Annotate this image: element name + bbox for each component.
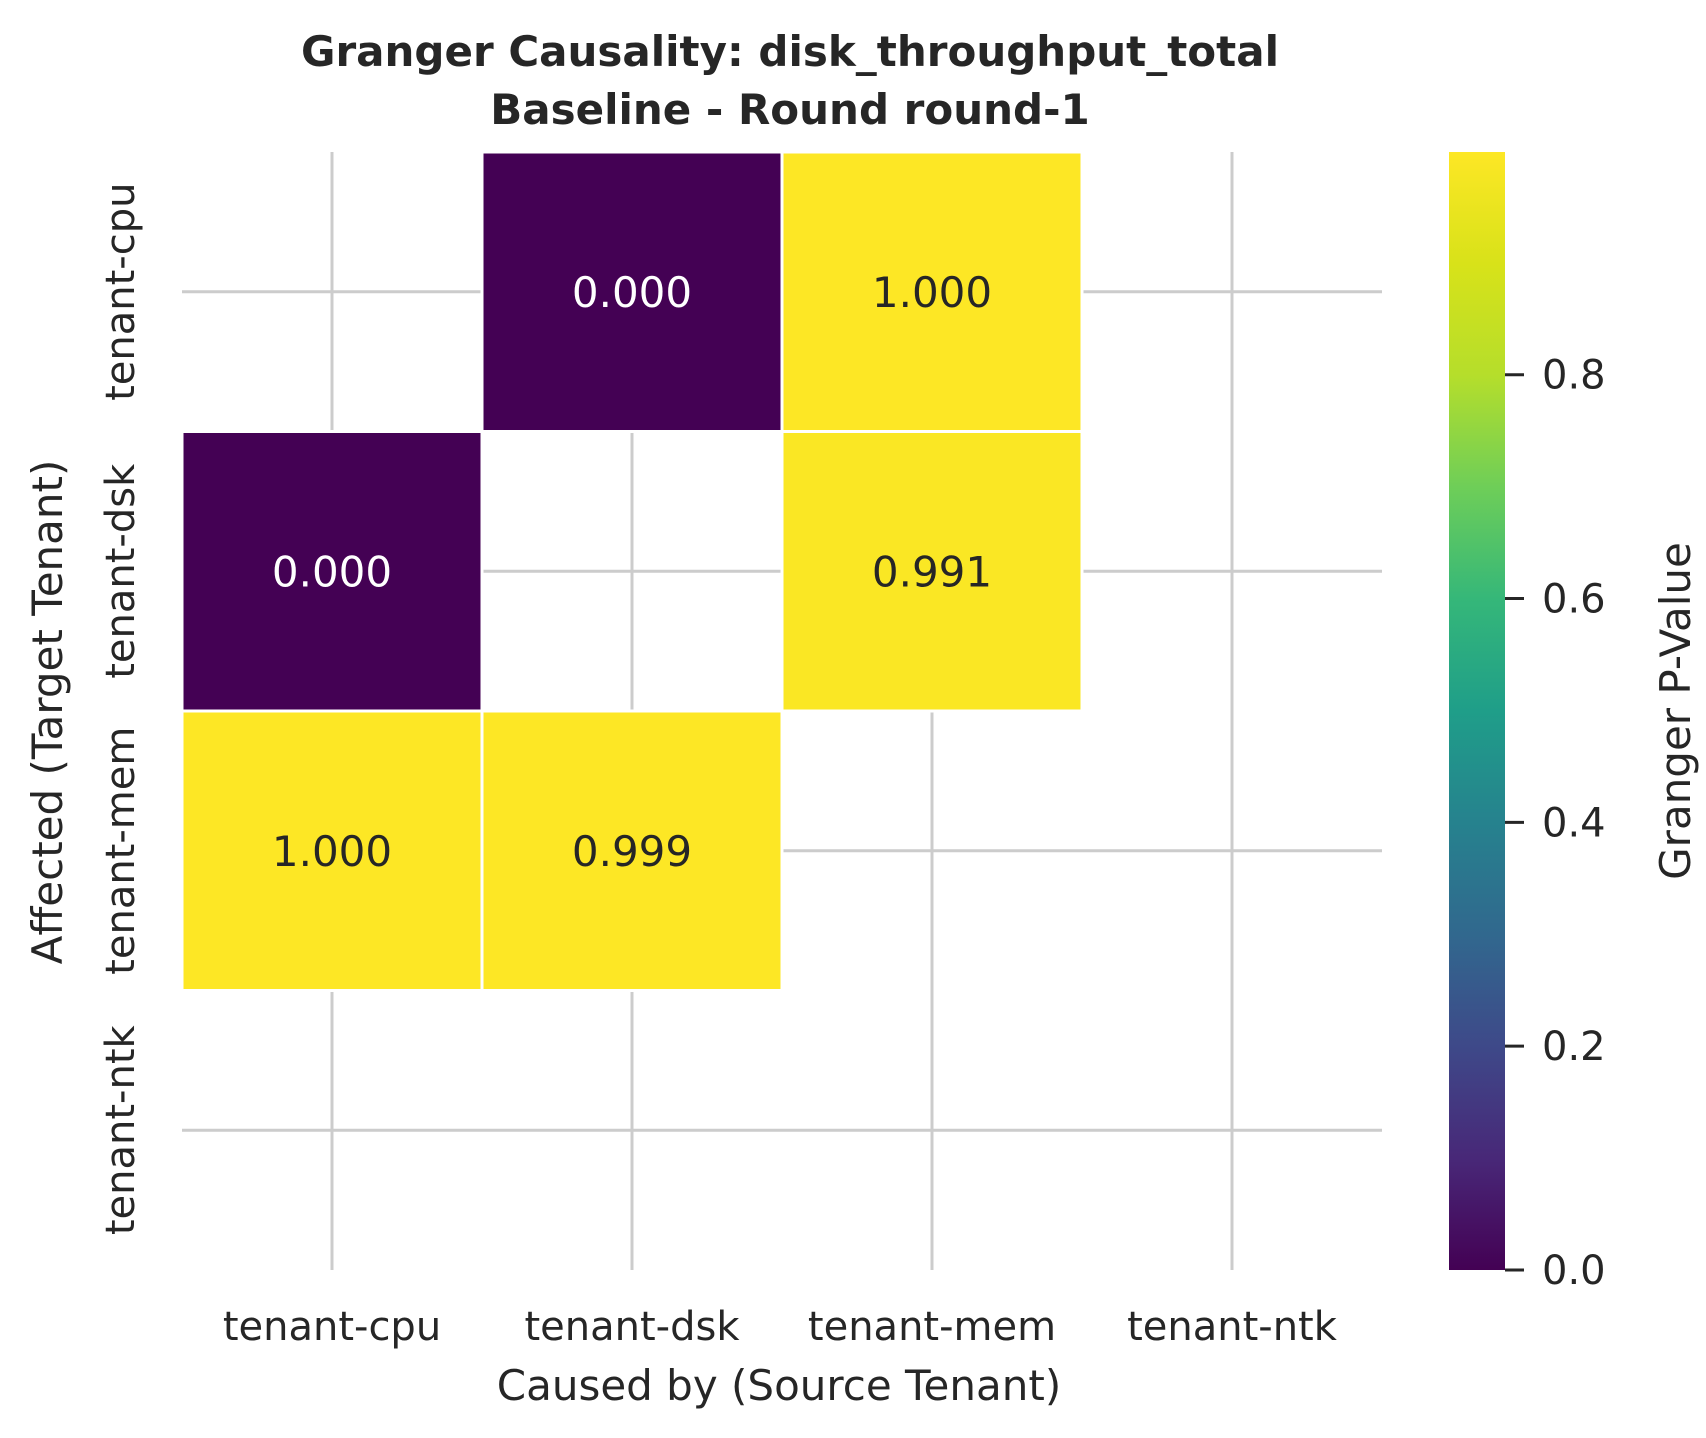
colorbar-tick-label: 0.0 xyxy=(1542,1248,1606,1294)
colorbar-tick-label: 0.8 xyxy=(1542,353,1606,399)
heatmap-cell xyxy=(780,150,1084,433)
cell-value-label: 0.991 xyxy=(872,547,992,596)
y-tick-labels: tenant-cpu tenant-dsk tenant-mem tenant-ntk xyxy=(98,183,144,1236)
heatmap-cell xyxy=(180,709,484,992)
heatmap-cell xyxy=(780,430,1084,713)
cell-value-label: 0.000 xyxy=(272,547,392,596)
heatmap-cell xyxy=(480,150,784,433)
cell-value-label: 0.999 xyxy=(572,827,692,876)
x-tick-label: tenant-ntk xyxy=(1127,1304,1338,1350)
heatmap-cells: 0.000 1.000 0.000 0.991 1.000 0.999 xyxy=(180,150,1084,992)
colorbar xyxy=(1449,152,1505,1270)
x-tick-label: tenant-cpu xyxy=(223,1304,441,1350)
x-tick-labels: tenant-cpu tenant-dsk tenant-mem tenant-ntk xyxy=(223,1304,1338,1350)
y-tick-label: tenant-mem xyxy=(98,727,144,975)
heatmap-cell xyxy=(180,430,484,713)
heatmap-cell xyxy=(480,709,784,992)
cell-value-label: 0.000 xyxy=(572,268,692,317)
colorbar-tick-label: 0.2 xyxy=(1542,1024,1606,1070)
colorbar-ticks: 0.0 0.2 0.4 0.6 0.8 xyxy=(1505,353,1606,1294)
colorbar-tick-label: 0.6 xyxy=(1542,577,1606,623)
x-tick-label: tenant-mem xyxy=(808,1304,1056,1350)
y-tick-label: tenant-ntk xyxy=(98,1025,144,1236)
chart-subtitle: Baseline - Round round-1 xyxy=(490,85,1089,134)
cell-value-label: 1.000 xyxy=(872,268,992,317)
y-tick-label: tenant-cpu xyxy=(98,183,144,401)
colorbar-label: Granger P-Value xyxy=(1651,542,1700,880)
chart-title: Granger Causality: disk_throughput_total xyxy=(301,27,1279,76)
x-tick-label: tenant-dsk xyxy=(524,1304,740,1350)
y-tick-label: tenant-dsk xyxy=(98,463,144,679)
cell-value-label: 1.000 xyxy=(272,827,392,876)
x-axis-label: Caused by (Source Tenant) xyxy=(497,1361,1061,1410)
y-axis-label: Affected (Target Tenant) xyxy=(23,460,72,965)
colorbar-tick-label: 0.4 xyxy=(1542,800,1606,846)
